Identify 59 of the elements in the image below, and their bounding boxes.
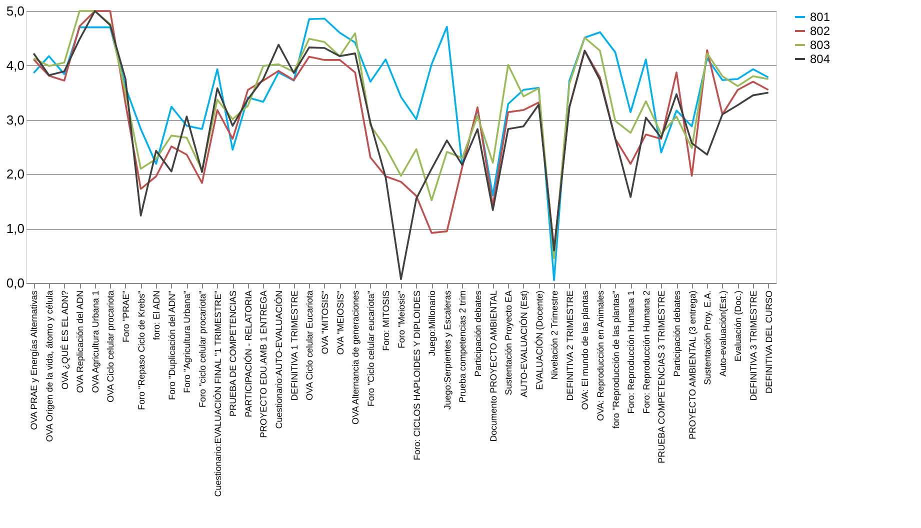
x-tick-label: DEFINITIVA 3 TRIMESTRE xyxy=(748,290,759,401)
x-tick-label: PROYECTO AMBIENTAL (3 entrega) xyxy=(687,290,698,440)
x-tick-label: Foro "PRAE" xyxy=(120,290,131,342)
x-tick-label: OVA "MEIOSIS" xyxy=(335,290,346,355)
x-tick-label: OVA Ciclo celular procariota xyxy=(106,290,116,402)
x-tick-label: Foro: Reproducción Humana 1 xyxy=(626,290,636,414)
x-tick-label: OVA: El mundo de las plantas xyxy=(580,290,590,410)
legend-label: 801 xyxy=(810,10,830,24)
x-tick-label: OVA "MITOSIS" xyxy=(320,290,330,354)
x-tick-label: Foro "Repaso Ciclo de Krebs" xyxy=(136,290,146,410)
legend-label: 802 xyxy=(810,24,830,38)
x-tick-label: Juego:Serpientes y Escaleras xyxy=(442,290,452,410)
x-tick-label: Documento PROYECTO AMBIENTAL xyxy=(488,290,498,442)
x-tick-label: Juego:Millonario xyxy=(427,290,438,356)
x-tick-label: Participación debates xyxy=(672,290,682,377)
x-tick-label: Foro "Meiosis" xyxy=(396,290,406,348)
x-tick-label: Cuestionario:EVALUACIÓN FINAL "1 TRIMESTRE" xyxy=(212,290,223,497)
x-tick-label: Foro "Ciclo celular eucariota" xyxy=(366,290,376,406)
x-tick-label: PROYECTO EDU.AMB 1 ENTREGA xyxy=(258,290,269,438)
x-tick-label: Foro "Agricultura Urbana" xyxy=(182,290,192,393)
x-tick-label: foro "Reproducción de las plantas" xyxy=(610,290,621,428)
x-tick-label: DEFINITIVA DEL CURSO xyxy=(764,290,774,394)
x-tick-label: OVA Ciclo celular Eucariota xyxy=(304,290,315,400)
x-tick-label: Sustentación Proyecto EA xyxy=(504,290,514,396)
x-tick-label: PRUEBA DE COMPETENCIAS xyxy=(228,290,238,417)
x-tick-label: OVA: Reproducción en Animales xyxy=(595,290,606,421)
x-tick-label: Foro: Reproducción Humana 2 xyxy=(641,290,652,414)
x-tick-label: PRUEBA COMPETENCIAS 3 TRIMESTRE xyxy=(656,290,667,464)
x-tick-label: OVA Alternancia de generaciones xyxy=(350,290,361,424)
y-tick-label: 5,0 xyxy=(6,4,24,18)
y-tick-label: 0,0 xyxy=(6,276,24,290)
x-tick-label: AUTO-EVALUACIÓN (Est) xyxy=(518,290,529,398)
x-tick-label: Cuestionario:AUTO-EVALUACIÓN xyxy=(274,290,284,429)
y-tick-label: 2,0 xyxy=(6,166,24,182)
x-tick-label: PARTICIPACIÓN - RELATORIA xyxy=(243,290,254,418)
x-tick-label: DEFINITIVA 1 TRIMESTRE xyxy=(289,290,300,401)
x-tick-label: Nivelación 2 Trimestre xyxy=(550,290,560,380)
legend-label: 804 xyxy=(810,52,830,66)
y-tick-label: 1,0 xyxy=(6,221,24,236)
x-tick-label: Auto-evaluación(Est.) xyxy=(718,290,728,377)
x-tick-label: Foro: MITOSIS xyxy=(381,290,392,351)
y-tick-label: 4,0 xyxy=(6,58,24,73)
x-tick-label: OVA Replicación del ADN xyxy=(75,290,86,393)
x-tick-label: foro: El ADN xyxy=(152,290,162,340)
x-tick-label: Sustentación Proy. E.A. xyxy=(702,290,713,385)
x-tick-label: Foro: CICLOS HAPLOIDES Y DIPLOIDES xyxy=(412,290,422,460)
x-tick-label: Prueba competencias 2 trim xyxy=(458,290,468,403)
x-tick-label: OVA ¿QUÉ ES EL ADN? xyxy=(60,290,70,390)
x-tick-label: OVA PRAE y Energías Alternativas xyxy=(29,290,40,430)
x-tick-label: EVALUACIÓN (Docente) xyxy=(534,290,544,390)
x-tick-label: Foro "ciclo celular procariota" xyxy=(198,290,208,408)
x-tick-label: OVA Agricultura Urbana 1 xyxy=(90,290,100,393)
legend-label: 803 xyxy=(810,38,830,52)
x-tick-label: OVA Origen de la vida, átomo y célula xyxy=(44,290,54,442)
x-tick-label: Evaluación (Doc.) xyxy=(733,290,744,362)
x-tick-label: Foro "Duplicación del ADN" xyxy=(166,290,177,400)
x-tick-label: Participación debates xyxy=(473,290,484,377)
y-tick-label: 3,0 xyxy=(6,112,24,128)
x-tick-label: DEFINITIVA 2 TRIMESTRE xyxy=(564,290,575,401)
